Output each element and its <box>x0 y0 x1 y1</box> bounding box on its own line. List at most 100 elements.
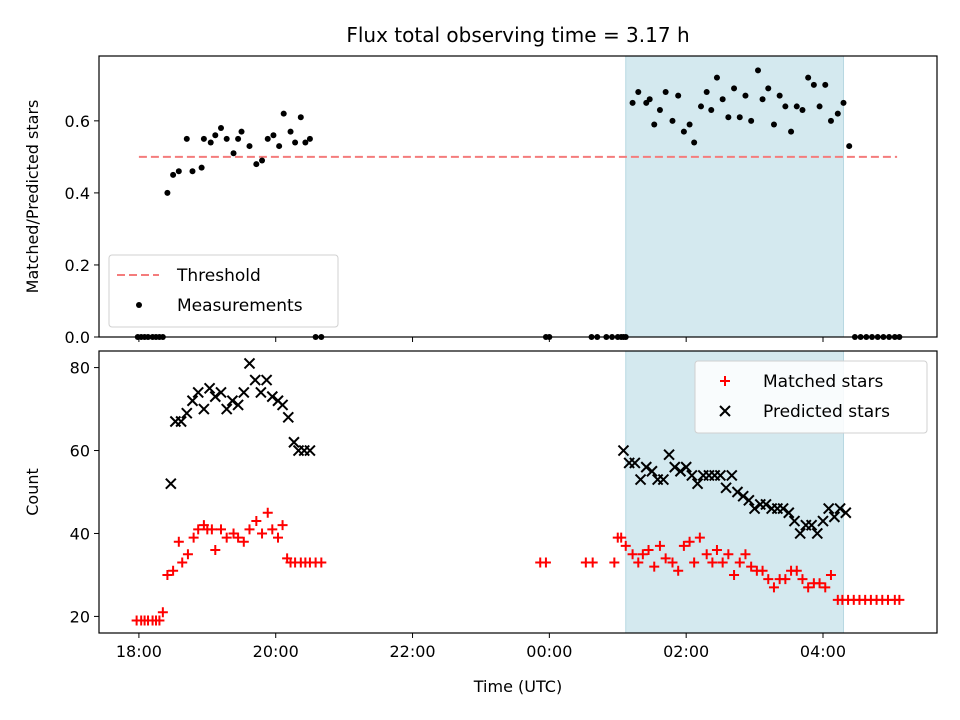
data-point <box>193 524 204 535</box>
star-count-panel: 18:00 20:00 22:00 00:00 02:00 04:00 20 40 60 80 Co… <box>23 350 938 696</box>
data-point <box>707 557 718 568</box>
data-point <box>731 486 744 498</box>
data-point <box>238 386 250 399</box>
data-point <box>609 557 620 568</box>
data-point <box>164 189 171 196</box>
y-tick-label: 0.6 <box>65 112 90 131</box>
y-axis-label: Matched/Predicted stars <box>23 100 42 294</box>
data-point <box>249 374 261 386</box>
data-point <box>805 74 812 81</box>
y-tick-label: 60 <box>70 442 90 461</box>
data-point <box>754 67 761 74</box>
series-matched-stars <box>131 507 905 626</box>
data-point <box>280 110 287 117</box>
data-point <box>793 103 800 110</box>
data-point <box>627 549 638 560</box>
data-point <box>292 139 299 146</box>
data-point <box>717 557 728 568</box>
data-point <box>783 507 795 519</box>
data-point <box>734 557 745 568</box>
data-point <box>177 557 188 568</box>
data-point <box>765 85 772 92</box>
data-point <box>782 103 789 110</box>
data-point <box>748 502 761 515</box>
data-point <box>817 515 829 527</box>
data-point <box>763 574 774 585</box>
data-point <box>198 403 210 415</box>
data-point <box>223 135 230 142</box>
data-point <box>814 578 825 589</box>
data-point <box>287 128 294 135</box>
data-point <box>791 565 802 576</box>
data-point <box>266 390 279 403</box>
data-point <box>711 545 722 556</box>
data-point <box>306 135 313 142</box>
data-point <box>794 527 806 540</box>
data-point <box>203 382 216 395</box>
series-predicted-stars <box>165 357 852 540</box>
data-point <box>729 569 740 580</box>
data-point <box>834 110 841 117</box>
legend-swatch-dot <box>136 302 142 308</box>
x-tick-label: 02:00 <box>663 642 709 661</box>
data-point <box>235 135 242 142</box>
y-tick-label: 0.0 <box>65 328 90 347</box>
chart-title: Flux total observing time = 3.17 h <box>346 23 689 47</box>
axes-frame <box>98 55 938 338</box>
legend-label: Measurements <box>177 296 303 316</box>
y-tick-label: 0.2 <box>65 256 90 275</box>
data-point <box>663 448 675 461</box>
data-point <box>746 561 757 572</box>
data-point <box>894 594 905 605</box>
data-point <box>154 615 165 626</box>
data-point <box>654 540 665 551</box>
data-point <box>714 469 727 482</box>
data-point <box>232 399 244 411</box>
data-point <box>675 92 682 99</box>
legend-swatch-plus <box>720 376 730 386</box>
data-point <box>629 99 636 106</box>
data-point <box>288 436 300 448</box>
data-point <box>276 399 289 411</box>
data-point <box>660 553 671 564</box>
data-point <box>673 565 684 576</box>
data-point <box>244 524 255 535</box>
data-point <box>726 469 738 482</box>
data-point <box>316 557 327 568</box>
data-point <box>713 74 720 81</box>
data-point <box>827 117 834 124</box>
data-point <box>175 415 187 428</box>
data-point <box>825 569 836 580</box>
data-point <box>304 444 316 457</box>
data-point <box>777 502 789 515</box>
data-point <box>703 89 710 96</box>
legend-label: Matched stars <box>763 372 883 392</box>
data-point <box>226 395 239 407</box>
data-point <box>182 549 193 560</box>
data-point <box>770 121 777 128</box>
data-point <box>168 565 179 576</box>
data-point <box>273 532 284 543</box>
data-point <box>828 511 841 523</box>
data-point <box>188 532 199 543</box>
data-point <box>209 390 222 403</box>
data-point <box>788 515 801 527</box>
data-point <box>183 135 190 142</box>
data-point <box>822 502 835 515</box>
x-tick-label: 20:00 <box>253 642 299 661</box>
data-point <box>217 125 224 132</box>
data-point <box>656 107 663 114</box>
data-point <box>776 92 783 99</box>
data-point <box>760 498 772 511</box>
x-axis-label: Time (UTC) <box>473 677 562 696</box>
data-point <box>175 168 182 175</box>
data-point <box>805 519 818 531</box>
data-point <box>251 516 262 527</box>
data-point <box>691 139 698 146</box>
data-point <box>220 403 233 415</box>
data-point <box>640 461 652 473</box>
data-point <box>262 507 273 518</box>
data-point <box>708 107 715 114</box>
data-point <box>651 121 658 128</box>
